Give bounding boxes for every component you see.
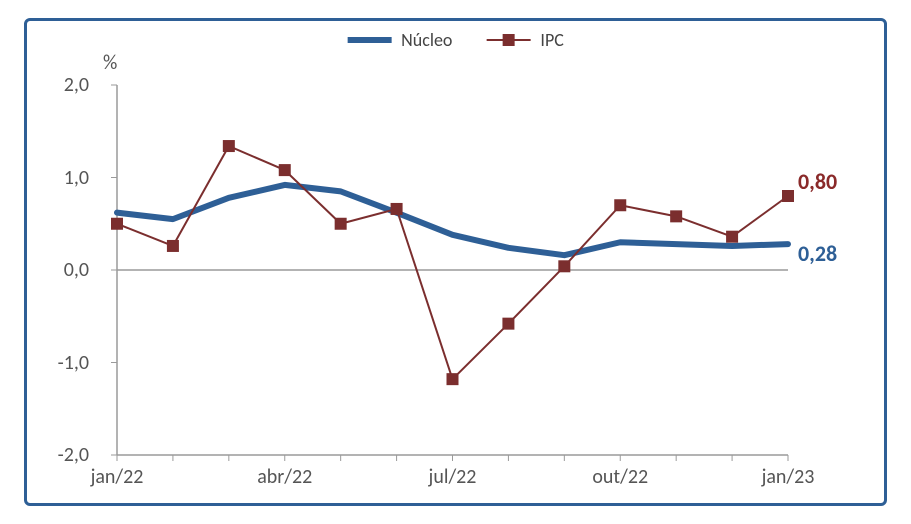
end-label-nucleo: 0,28 bbox=[798, 240, 837, 267]
chart-container: Núcleo IPC % -2,0-1,00,01,02,0 jan/22abr… bbox=[0, 0, 911, 524]
chart-frame: Núcleo IPC % -2,0-1,00,01,02,0 jan/22abr… bbox=[24, 18, 887, 506]
end-label-ipc: 0,80 bbox=[798, 168, 837, 195]
plot-area bbox=[27, 21, 884, 503]
